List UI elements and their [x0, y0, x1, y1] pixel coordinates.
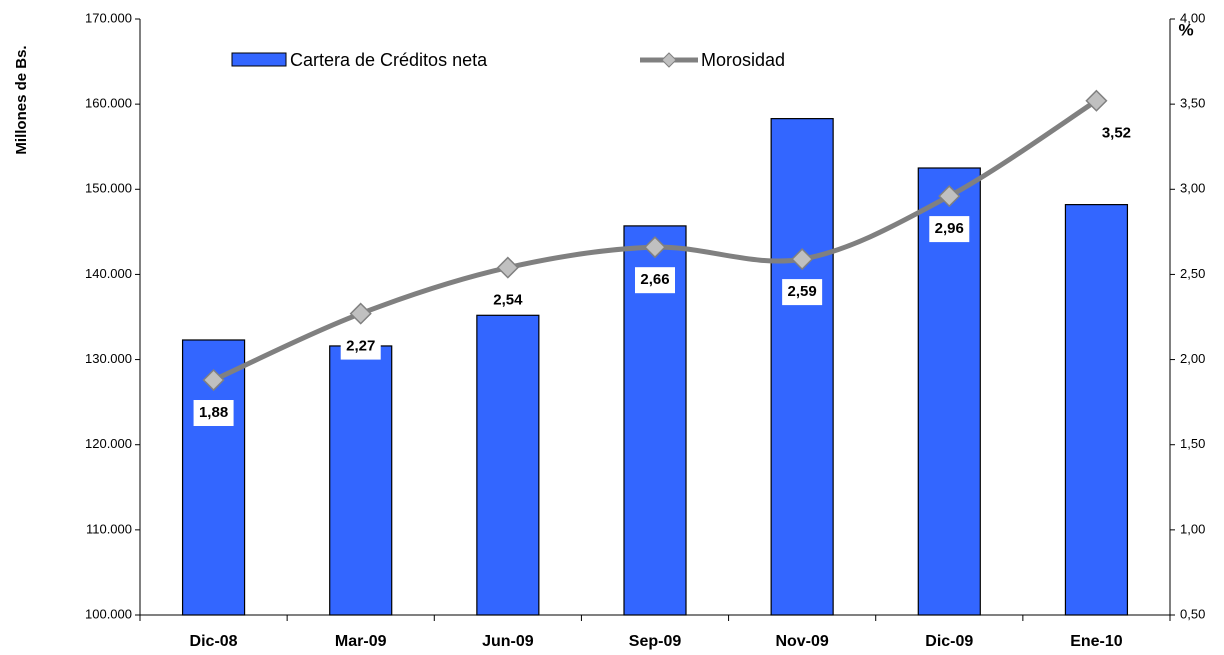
y2-tick-label: 4,00 [1180, 10, 1205, 25]
marker [938, 185, 961, 208]
y-tick-label: 170.000 [85, 10, 132, 25]
y2-axis-title: % [1178, 20, 1193, 39]
legend-label: Cartera de Créditos neta [290, 50, 488, 70]
y2-tick-label: 1,00 [1180, 521, 1205, 536]
y2-tick-label: 0,50 [1180, 606, 1205, 621]
legend-swatch [231, 52, 287, 67]
legend-marker [661, 52, 677, 68]
y-tick-label: 160.000 [85, 96, 132, 111]
y2-tick-label: 3,50 [1180, 96, 1205, 111]
y-tick-label: 150.000 [85, 181, 132, 196]
marker [202, 368, 225, 392]
value-label-box [929, 216, 970, 243]
x-tick-label: Jun-09 [482, 633, 534, 650]
x-tick-label: Sep-09 [629, 633, 682, 650]
value-label: 2,96 [935, 220, 964, 237]
bar [1064, 204, 1129, 616]
x-tick-label: Ene-10 [1070, 633, 1123, 650]
y-tick-label: 140.000 [85, 266, 132, 281]
marker [1085, 89, 1108, 112]
value-label-box [340, 333, 381, 360]
value-label: 3,52 [1102, 125, 1131, 142]
bar [476, 314, 540, 616]
x-tick-label: Nov-09 [775, 633, 828, 650]
value-label: 2,59 [788, 283, 817, 300]
bar [917, 167, 981, 616]
marker [643, 236, 667, 259]
value-label-box [1096, 120, 1137, 147]
marker [791, 248, 814, 271]
value-label-box [193, 400, 234, 427]
y-tick-label: 110.000 [86, 521, 132, 536]
y-tick-label: 120.000 [85, 436, 132, 451]
value-label-box [487, 287, 528, 314]
x-tick-label: Mar-09 [335, 633, 387, 650]
y2-tick-label: 3,00 [1180, 181, 1205, 196]
x-tick-label: Dic-09 [925, 633, 973, 650]
bar [770, 118, 834, 616]
y-axis-title: Millones de Bs. [13, 45, 30, 154]
x-tick-label: Dic-08 [190, 633, 238, 650]
y2-tick-label: 1,50 [1180, 436, 1205, 451]
y2-tick-label: 2,50 [1180, 266, 1205, 281]
value-label: 2,27 [346, 338, 375, 355]
marker [496, 256, 519, 279]
value-label-box [635, 267, 675, 294]
y2-tick-label: 2,00 [1180, 351, 1205, 366]
marker [349, 302, 372, 325]
y-tick-label: 100.000 [85, 606, 132, 621]
value-label: 1,88 [199, 404, 228, 421]
legend-label: Morosidad [701, 50, 785, 70]
value-label: 2,54 [493, 292, 523, 309]
y-tick-label: 130.000 [85, 351, 132, 366]
bar [329, 345, 393, 616]
value-label: 2,66 [640, 271, 669, 288]
value-label-box [782, 279, 823, 306]
